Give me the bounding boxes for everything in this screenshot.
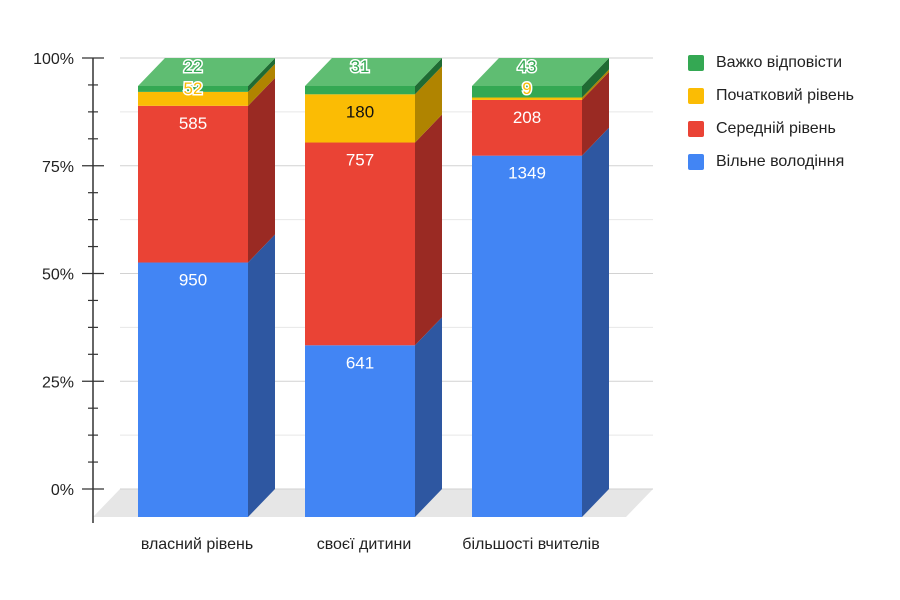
bar-segment bbox=[305, 86, 415, 95]
data-label: 43 bbox=[518, 57, 537, 76]
legend-item-vazhko: Важко відповісти bbox=[688, 46, 854, 79]
legend-label: Середній рівень bbox=[716, 119, 836, 137]
bar-side-face bbox=[248, 63, 275, 106]
legend-swatch bbox=[688, 54, 704, 71]
data-label: 31 bbox=[351, 57, 370, 76]
legend-label: Вільне володіння bbox=[716, 152, 845, 170]
legend-item-vilne: Вільне володіння bbox=[688, 145, 854, 178]
data-label: 52 bbox=[184, 79, 203, 98]
bar-side-face bbox=[248, 77, 275, 263]
bar-side-face bbox=[415, 66, 442, 143]
legend-swatch bbox=[688, 153, 704, 170]
bar-side-face bbox=[582, 58, 609, 98]
legend-item-pochatkovyi: Початковий рівень bbox=[688, 79, 854, 112]
bar-segment bbox=[138, 105, 248, 263]
bar-segment bbox=[472, 155, 582, 517]
data-label: 585 bbox=[179, 114, 207, 133]
x-category-label: власний рівень bbox=[141, 536, 253, 553]
data-label: 180 bbox=[346, 102, 374, 121]
legend-label: Важко відповісти bbox=[716, 53, 843, 71]
bar-segment bbox=[138, 86, 248, 92]
y-tick-label: 100% bbox=[33, 51, 74, 68]
x-category-label: своєї дитини bbox=[317, 536, 412, 553]
legend-item-serednii: Середній рівень bbox=[688, 112, 854, 145]
y-tick-label: 25% bbox=[42, 374, 74, 391]
bar-side-face bbox=[415, 58, 442, 95]
bar-top-face bbox=[472, 58, 609, 86]
bar-segment bbox=[305, 345, 415, 517]
bar-side-face bbox=[248, 234, 275, 517]
data-label: 1349 bbox=[508, 164, 546, 183]
bar-segment bbox=[138, 91, 248, 106]
legend-label: Початковий рівень bbox=[716, 86, 854, 104]
bar-segment bbox=[472, 99, 582, 156]
y-tick-label: 50% bbox=[42, 267, 74, 284]
bar-segment bbox=[138, 262, 248, 517]
x-category-label: більшості вчителів bbox=[462, 536, 599, 553]
bar-side-face bbox=[415, 317, 442, 517]
y-tick-label: 0% bbox=[51, 482, 74, 499]
bar-top-face bbox=[138, 58, 275, 86]
bar-segment bbox=[305, 142, 415, 346]
legend-swatch bbox=[688, 87, 704, 104]
bar-side-face bbox=[248, 58, 275, 92]
bar-segment bbox=[305, 94, 415, 143]
bar-top-face bbox=[305, 58, 442, 86]
legend: Важко відповісти Початковий рівень Серед… bbox=[688, 46, 854, 178]
bar-segment bbox=[472, 97, 582, 100]
bar-side-face bbox=[415, 114, 442, 346]
data-label: 641 bbox=[346, 353, 374, 372]
bar-side-face bbox=[582, 71, 609, 156]
bar-side-face bbox=[582, 69, 609, 100]
data-label: 22 bbox=[184, 57, 203, 76]
bar-side-face bbox=[582, 127, 609, 517]
data-label: 757 bbox=[346, 151, 374, 170]
data-label: 9 bbox=[522, 79, 531, 98]
data-label: 950 bbox=[179, 271, 207, 290]
bar-segment bbox=[472, 86, 582, 98]
legend-swatch bbox=[688, 120, 704, 137]
data-label: 208 bbox=[513, 108, 541, 127]
y-tick-label: 75% bbox=[42, 159, 74, 176]
